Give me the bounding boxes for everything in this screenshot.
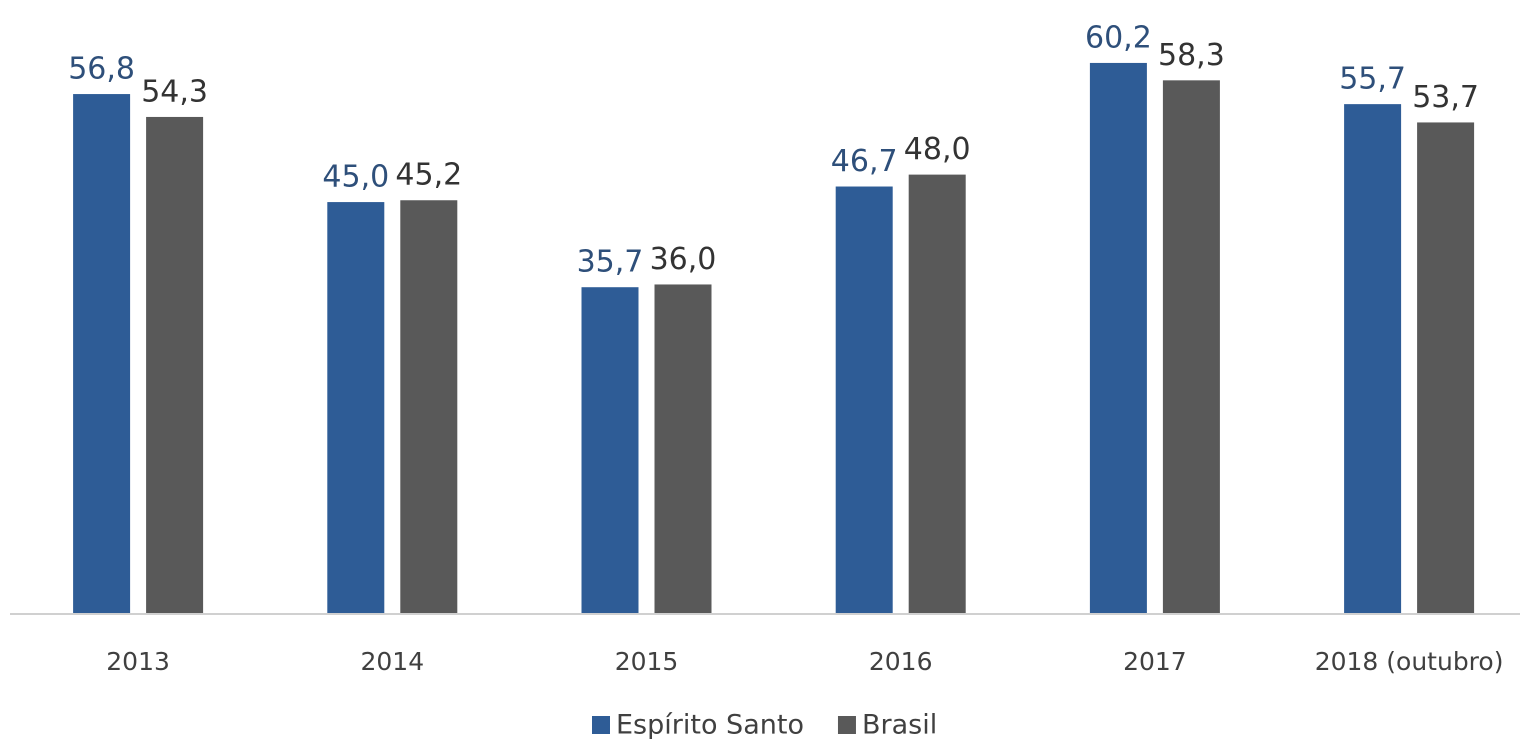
value-label: 60,2 [1085, 20, 1152, 55]
bar [73, 94, 131, 615]
value-label: 36,0 [650, 242, 717, 277]
value-label: 46,7 [831, 144, 898, 179]
legend-swatch [592, 716, 610, 734]
bar [581, 287, 639, 614]
value-label: 35,7 [577, 245, 644, 280]
bar [835, 186, 893, 614]
bar [1162, 80, 1220, 615]
bar [1089, 62, 1147, 614]
legend-swatch [837, 716, 856, 734]
x-tick-label: 2014 [360, 647, 424, 676]
x-tick-label: 2018 (outubro) [1315, 647, 1504, 676]
value-label: 45,2 [395, 158, 462, 193]
legend-label: Brasil [862, 710, 937, 741]
bar [1344, 104, 1402, 614]
x-tick-label: 2017 [1123, 647, 1187, 676]
bar [908, 174, 966, 614]
value-label: 55,7 [1339, 62, 1406, 97]
value-label: 48,0 [904, 132, 971, 167]
value-label: 53,7 [1412, 80, 1479, 115]
legend-label: Espírito Santo [616, 710, 804, 741]
value-label: 56,8 [68, 52, 135, 87]
value-label: 58,3 [1158, 38, 1225, 73]
bar [146, 116, 204, 614]
bar [327, 202, 385, 615]
x-tick-label: 2013 [106, 647, 170, 676]
x-tick-label: 2016 [869, 647, 933, 676]
value-label: 54,3 [141, 74, 208, 109]
bar [1417, 122, 1475, 614]
bar [654, 284, 712, 614]
bar [400, 200, 458, 614]
value-label: 45,0 [322, 160, 389, 195]
x-tick-label: 2015 [615, 647, 679, 676]
